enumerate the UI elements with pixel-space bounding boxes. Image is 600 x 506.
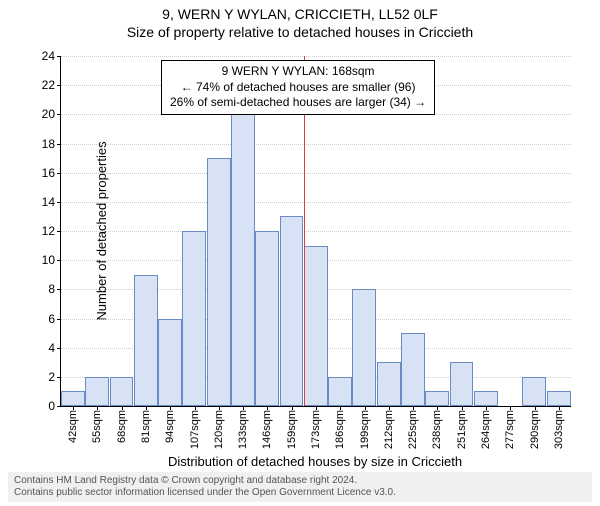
chart-area: 02468101214161820222442sqm55sqm68sqm81sq… <box>60 56 570 406</box>
histogram-bar <box>61 391 85 406</box>
gridline <box>61 173 571 174</box>
histogram-bar <box>304 246 328 406</box>
ytick-mark <box>57 56 61 57</box>
xtick-label: 212sqm <box>383 410 395 449</box>
ytick-label: 20 <box>27 107 55 121</box>
histogram-bar <box>158 319 182 407</box>
ytick-mark <box>57 231 61 232</box>
ytick-mark <box>57 406 61 407</box>
ytick-label: 2 <box>27 370 55 384</box>
histogram-bar <box>207 158 231 406</box>
ytick-label: 18 <box>27 137 55 151</box>
ytick-mark <box>57 319 61 320</box>
xtick-label: 55sqm <box>91 410 103 443</box>
ytick-label: 24 <box>27 49 55 63</box>
ytick-label: 14 <box>27 195 55 209</box>
page-title: 9, WERN Y WYLAN, CRICCIETH, LL52 0LF <box>0 6 600 22</box>
xtick-label: 120sqm <box>213 410 225 449</box>
annotation-line: 26% of semi-detached houses are larger (… <box>170 95 426 111</box>
xtick-label: 107sqm <box>189 410 201 449</box>
histogram-bar <box>401 333 425 406</box>
xtick-label: 277sqm <box>504 410 516 449</box>
histogram-bar <box>328 377 352 406</box>
histogram-bar <box>522 377 546 406</box>
ytick-label: 0 <box>27 399 55 413</box>
ytick-label: 4 <box>27 341 55 355</box>
annotation-line: ← 74% of detached houses are smaller (96… <box>170 80 426 96</box>
xtick-label: 42sqm <box>67 410 79 443</box>
histogram-bar <box>280 216 304 406</box>
footer-line2: Contains public sector information licen… <box>14 487 586 499</box>
histogram-bar <box>450 362 474 406</box>
ytick-mark <box>57 348 61 349</box>
plot-region: 02468101214161820222442sqm55sqm68sqm81sq… <box>60 56 571 407</box>
annotation-line: 9 WERN Y WYLAN: 168sqm <box>170 64 426 80</box>
xtick-label: 225sqm <box>407 410 419 449</box>
ytick-mark <box>57 173 61 174</box>
page-subtitle: Size of property relative to detached ho… <box>0 24 600 40</box>
ytick-mark <box>57 289 61 290</box>
gridline <box>61 202 571 203</box>
footer-line1: Contains HM Land Registry data © Crown c… <box>14 475 586 487</box>
annotation-box: 9 WERN Y WYLAN: 168sqm← 74% of detached … <box>161 60 435 115</box>
xtick-label: 94sqm <box>164 410 176 443</box>
ytick-label: 10 <box>27 253 55 267</box>
ytick-mark <box>57 260 61 261</box>
ytick-mark <box>57 202 61 203</box>
ytick-mark <box>57 114 61 115</box>
ytick-label: 8 <box>27 282 55 296</box>
xtick-label: 68sqm <box>116 410 128 443</box>
gridline <box>61 231 571 232</box>
histogram-bar <box>474 391 498 406</box>
histogram-bar <box>85 377 109 406</box>
xtick-label: 290sqm <box>529 410 541 449</box>
xtick-label: 238sqm <box>431 410 443 449</box>
ytick-label: 22 <box>27 78 55 92</box>
xtick-label: 133sqm <box>237 410 249 449</box>
ytick-mark <box>57 85 61 86</box>
gridline <box>61 56 571 57</box>
ytick-mark <box>57 144 61 145</box>
xtick-label: 186sqm <box>334 410 346 449</box>
histogram-bar <box>547 391 571 406</box>
histogram-bar <box>352 289 376 406</box>
ytick-label: 16 <box>27 166 55 180</box>
histogram-bar <box>377 362 401 406</box>
histogram-bar <box>182 231 206 406</box>
gridline <box>61 144 571 145</box>
ytick-mark <box>57 377 61 378</box>
histogram-bar <box>425 391 449 406</box>
ytick-label: 12 <box>27 224 55 238</box>
xtick-label: 146sqm <box>261 410 273 449</box>
xtick-label: 264sqm <box>480 410 492 449</box>
xtick-label: 303sqm <box>553 410 565 449</box>
xtick-label: 159sqm <box>286 410 298 449</box>
histogram-bar <box>134 275 158 406</box>
histogram-bar <box>255 231 279 406</box>
ytick-label: 6 <box>27 312 55 326</box>
xtick-label: 173sqm <box>310 410 322 449</box>
y-axis-label-wrap: Number of detached properties <box>12 56 26 406</box>
histogram-bar <box>110 377 134 406</box>
xtick-label: 81sqm <box>140 410 152 443</box>
xtick-label: 199sqm <box>359 410 371 449</box>
footer: Contains HM Land Registry data © Crown c… <box>8 472 592 502</box>
histogram-bar <box>231 114 255 406</box>
x-axis-label: Distribution of detached houses by size … <box>60 454 570 469</box>
xtick-label: 251sqm <box>456 410 468 449</box>
